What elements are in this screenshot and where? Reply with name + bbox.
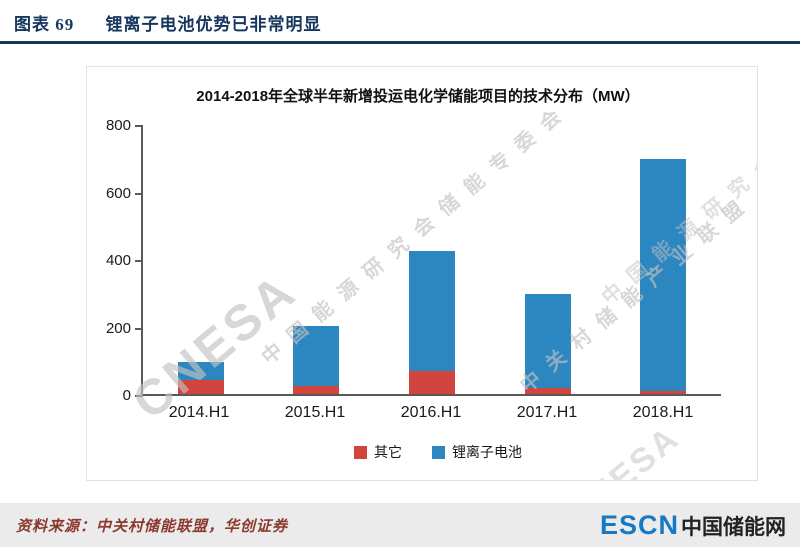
document-footer: 资料来源：中关村储能联盟，华创证券 ESCN 中国储能网 (0, 503, 800, 547)
stacked-bar (293, 325, 340, 394)
bar-segment-锂离子电池 (640, 159, 687, 392)
stacked-bar (408, 251, 455, 394)
bar-segment-其它 (524, 387, 571, 394)
plot-area (135, 125, 721, 397)
legend-label: 锂离子电池 (452, 444, 522, 460)
bar-segment-其它 (640, 391, 687, 394)
header-divider (0, 41, 800, 44)
x-axis-label: 2018.H1 (632, 404, 694, 421)
legend-label: 其它 (374, 444, 402, 460)
y-tick-label: 600 (105, 184, 131, 202)
stacked-bar (524, 294, 571, 394)
x-axis-label: 2017.H1 (516, 404, 578, 421)
bar-group-2016.H1 (374, 126, 490, 394)
x-axis-label: 2014.H1 (168, 404, 230, 421)
stacked-bar (177, 362, 224, 394)
y-tick-mark (135, 327, 143, 330)
y-tick-mark (135, 192, 143, 195)
bar-group-2018.H1 (605, 126, 721, 394)
chart-card: 2014-2018年全球半年新增投运电化学储能项目的技术分布（MW） 0 200 4… (86, 66, 758, 481)
bar-segment-锂离子电池 (177, 362, 224, 380)
legend-swatch (432, 445, 445, 459)
y-tick-label: 200 (105, 319, 131, 337)
escn-logo-cn: 中国储能网 (681, 515, 786, 539)
escn-logo: ESCN 中国储能网 (600, 510, 786, 541)
y-tick-mark (135, 260, 143, 262)
chart-legend: 其它 锂离子电池 (129, 442, 747, 462)
bar-group-2014.H1 (143, 126, 259, 394)
y-tick-label: 0 (122, 387, 131, 404)
y-axis: 0 200 400 600 800 (91, 117, 141, 404)
chart-title: 2014-2018年全球半年新增投运电化学储能项目的技术分布（MW） (196, 88, 640, 105)
bar-segment-其它 (408, 371, 455, 394)
escn-logo-en: ESCN (599, 509, 679, 540)
bar-group-2017.H1 (490, 126, 606, 394)
legend-swatch (354, 445, 367, 459)
y-tick-label: 800 (105, 117, 131, 134)
figure-title: 锂离子电池优势已非常明显 (105, 15, 322, 34)
legend-item-锂离子电池: 锂离子电池 (432, 442, 522, 462)
figure-label: 图表 69 (14, 15, 75, 34)
bars-row (143, 126, 721, 394)
bar-group-2015.H1 (259, 126, 375, 394)
document-header: 图表 69 锂离子电池优势已非常明显 (0, 0, 800, 41)
y-tick-mark (135, 395, 143, 397)
bar-segment-其它 (293, 385, 340, 394)
bar-segment-锂离子电池 (293, 325, 340, 386)
x-axis-label: 2016.H1 (400, 404, 462, 421)
bar-segment-其它 (177, 379, 224, 394)
stacked-bar (640, 159, 687, 394)
x-axis-label: 2015.H1 (284, 404, 346, 421)
legend-item-其它: 其它 (354, 442, 402, 462)
bar-segment-锂离子电池 (408, 251, 455, 372)
bar-segment-锂离子电池 (524, 294, 571, 388)
source-note: 资料来源：中关村储能联盟，华创证券 (16, 518, 289, 535)
y-tick-label: 400 (105, 252, 131, 269)
x-labels-row: 2014.H1 2015.H1 2016.H1 2017.H1 2018.H1 (141, 396, 721, 422)
chart-area: 0 200 400 600 800 2014.H1 2015.H1 2016.H1 2017.… (91, 117, 721, 422)
y-tick-mark (135, 125, 143, 127)
